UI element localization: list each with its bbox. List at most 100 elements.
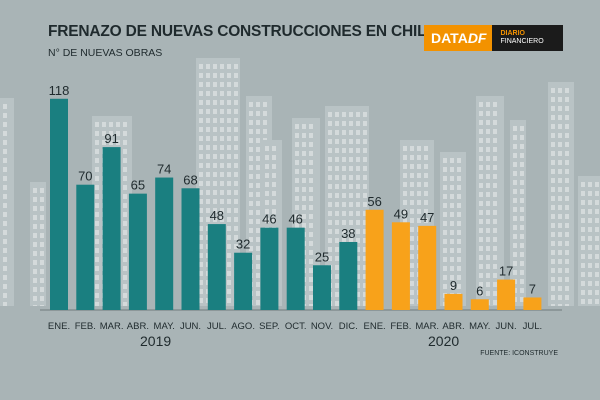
skyline-window (417, 173, 421, 178)
skyline-window (479, 228, 483, 233)
skyline-window (3, 248, 7, 253)
bar-value-label: 56 (367, 194, 381, 209)
skyline-window (227, 82, 231, 87)
bar-value-label: 70 (78, 169, 92, 184)
skyline-window (551, 169, 555, 174)
category-label: JUL. (207, 321, 227, 332)
bar (207, 224, 226, 310)
skyline-window (558, 151, 562, 156)
skyline-window (349, 121, 353, 126)
skyline-window (123, 140, 127, 145)
skyline-window (558, 115, 562, 120)
skyline-window (3, 158, 7, 163)
skyline-window (410, 182, 414, 187)
bar-value-label: 74 (157, 162, 171, 177)
skyline-window (520, 198, 524, 203)
skyline-window (109, 140, 113, 145)
skyline-window (356, 157, 360, 162)
skyline-window (595, 290, 599, 295)
skyline-window (417, 146, 421, 151)
skyline-window (309, 277, 313, 282)
skyline-window (249, 129, 253, 134)
skyline-window (493, 165, 497, 170)
skyline-window (363, 139, 367, 144)
skyline-window (479, 183, 483, 188)
skyline-window (95, 185, 99, 190)
skyline-window (309, 178, 313, 183)
skyline-window (493, 291, 497, 296)
skyline-window (520, 153, 524, 158)
bar (339, 241, 358, 310)
skyline-window (565, 160, 569, 165)
skyline-window (520, 126, 524, 131)
skyline-window (249, 183, 253, 188)
skyline-window (513, 171, 517, 176)
skyline-window (403, 218, 407, 223)
skyline-window (40, 224, 44, 229)
skyline-window (335, 238, 339, 243)
skyline-window (199, 199, 203, 204)
skyline-window (3, 230, 7, 235)
skyline-window (479, 264, 483, 269)
skyline-window (349, 211, 353, 216)
skyline-window (520, 261, 524, 266)
skyline-window (227, 100, 231, 105)
skyline-window (95, 122, 99, 127)
skyline-window (349, 166, 353, 171)
skyline-window (206, 73, 210, 78)
skyline-window (227, 244, 231, 249)
skyline-window (558, 259, 562, 264)
skyline-window (199, 217, 203, 222)
bar-value-label: 49 (394, 206, 408, 221)
skyline-window (265, 164, 269, 169)
skyline-window (565, 169, 569, 174)
skyline-window (213, 190, 217, 195)
skyline-window (220, 127, 224, 132)
skyline-window (356, 283, 360, 288)
skyline-window (356, 121, 360, 126)
skyline-window (206, 127, 210, 132)
skyline-window (520, 297, 524, 302)
skyline-window (309, 142, 313, 147)
skyline-window (565, 88, 569, 93)
skyline-window (588, 227, 592, 232)
skyline-window (213, 199, 217, 204)
skyline-window (335, 292, 339, 297)
skyline-window (551, 223, 555, 228)
skyline-window (363, 220, 367, 225)
skyline-window (342, 184, 346, 189)
skyline-window (3, 257, 7, 262)
skyline-window (263, 102, 267, 107)
skyline-window (486, 165, 490, 170)
skyline-window (123, 293, 127, 298)
skyline-window (450, 239, 454, 244)
skyline-window (349, 139, 353, 144)
skyline-window (417, 164, 421, 169)
skyline-window (417, 209, 421, 214)
skyline-window (486, 237, 490, 242)
skyline-window (256, 156, 260, 161)
skyline-window (309, 124, 313, 129)
skyline-window (213, 181, 217, 186)
skyline-window (551, 295, 555, 300)
skyline-window (302, 214, 306, 219)
skyline-window (220, 217, 224, 222)
bar (523, 297, 542, 310)
skyline-window (40, 278, 44, 283)
skyline-window (3, 104, 7, 109)
skyline-window (486, 264, 490, 269)
skyline-window (520, 234, 524, 239)
skyline-window (410, 164, 414, 169)
skyline-window (486, 192, 490, 197)
skyline-window (220, 163, 224, 168)
skyline-window (123, 149, 127, 154)
skyline-window (565, 196, 569, 201)
skyline-window (265, 191, 269, 196)
skyline-window (123, 266, 127, 271)
skyline-window (265, 218, 269, 223)
skyline-window (513, 207, 517, 212)
skyline-window (3, 194, 7, 199)
skyline-window (513, 144, 517, 149)
skyline-window (3, 131, 7, 136)
skyline-window (450, 194, 454, 199)
